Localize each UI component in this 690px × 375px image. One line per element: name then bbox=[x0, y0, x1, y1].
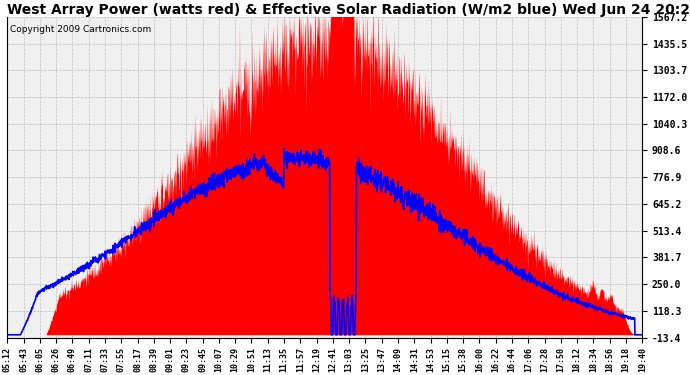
Text: Copyright 2009 Cartronics.com: Copyright 2009 Cartronics.com bbox=[10, 25, 152, 34]
Text: West Array Power (watts red) & Effective Solar Radiation (W/m2 blue) Wed Jun 24 : West Array Power (watts red) & Effective… bbox=[8, 3, 690, 17]
